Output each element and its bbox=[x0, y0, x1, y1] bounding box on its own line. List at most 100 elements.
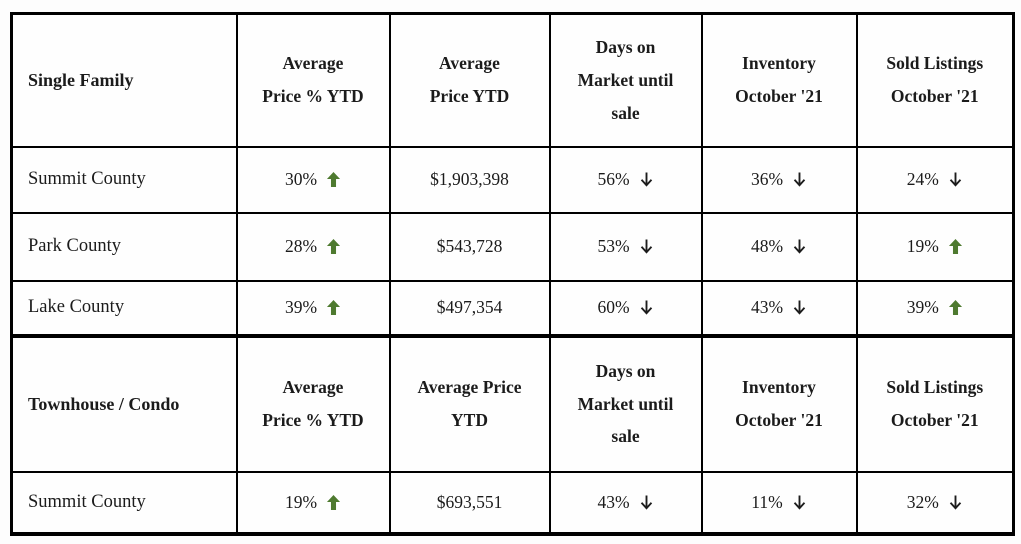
row-label: Summit County bbox=[10, 145, 238, 214]
cell-value: $1,903,398 bbox=[430, 169, 509, 189]
cell-avg-price: $693,551 bbox=[388, 470, 551, 535]
trend-indicator bbox=[326, 169, 341, 190]
cell-days-on-market: 43% bbox=[548, 470, 703, 535]
section-header-row-townhouse-condo: Townhouse / Condo Average Price % YTD Av… bbox=[10, 333, 1015, 473]
header-line: Price YTD bbox=[429, 86, 510, 107]
column-header-days-on-market: Days on Market until sale bbox=[548, 333, 703, 473]
cell-value: 24% bbox=[906, 169, 939, 189]
header-line: October '21 bbox=[735, 86, 823, 107]
trend-indicator bbox=[639, 492, 654, 513]
header-line: Average bbox=[282, 53, 344, 74]
trend-down-icon bbox=[793, 300, 806, 315]
cell-value: $497,354 bbox=[436, 297, 503, 317]
cell-inventory: 48% bbox=[700, 211, 858, 282]
trend-indicator bbox=[792, 492, 807, 513]
cell-sold-listings: 24% bbox=[855, 145, 1015, 214]
cell-inventory: 36% bbox=[700, 145, 858, 214]
cell-value: 39% bbox=[906, 297, 939, 317]
cell-avg-price-pct: 19% bbox=[235, 470, 391, 535]
table-row-sf-summit-county: Summit County 30% $1,903,398 56% 36% bbox=[10, 145, 1015, 214]
trend-indicator bbox=[326, 492, 341, 513]
trend-indicator bbox=[639, 236, 654, 257]
market-stats-table: Single Family Average Price % YTD Averag… bbox=[10, 12, 1015, 536]
section-title-single-family: Single Family bbox=[10, 12, 238, 148]
section-header-row-single-family: Single Family Average Price % YTD Averag… bbox=[10, 12, 1015, 148]
trend-down-icon bbox=[640, 239, 652, 254]
cell-value: $543,728 bbox=[436, 236, 503, 256]
trend-indicator bbox=[639, 297, 654, 318]
trend-down-icon bbox=[949, 494, 961, 510]
cell-value: 43% bbox=[597, 491, 630, 512]
trend-down-icon bbox=[640, 300, 652, 315]
table-row-sf-lake-county: Lake County 39% $497,354 60% 43% bbox=[10, 279, 1015, 337]
trend-indicator bbox=[326, 236, 341, 257]
cell-days-on-market: 53% bbox=[548, 211, 703, 282]
cell-inventory: 43% bbox=[700, 279, 858, 337]
trend-up-icon bbox=[326, 172, 341, 187]
cell-value: 19% bbox=[284, 491, 318, 512]
header-line: Price % YTD bbox=[262, 86, 364, 107]
header-line: Market until bbox=[577, 69, 674, 90]
header-line: Days on bbox=[595, 36, 656, 57]
trend-down-icon bbox=[793, 239, 806, 254]
cell-sold-listings: 39% bbox=[855, 279, 1015, 337]
header-line: Sold Listings bbox=[886, 53, 984, 74]
table-row-tc-summit-county: Summit County 19% $693,551 43% 11% bbox=[10, 470, 1015, 535]
cell-value: 36% bbox=[750, 169, 784, 189]
cell-avg-price-pct: 39% bbox=[235, 279, 391, 337]
row-label: Summit County bbox=[10, 470, 238, 535]
header-line: sale bbox=[611, 426, 640, 447]
trend-down-icon bbox=[793, 172, 806, 187]
column-header-avg-price: Average Price YTD bbox=[388, 12, 551, 148]
row-label: Park County bbox=[10, 211, 238, 282]
cell-avg-price: $497,354 bbox=[388, 279, 551, 337]
trend-indicator bbox=[792, 236, 807, 257]
cell-value: 19% bbox=[906, 236, 939, 256]
cell-avg-price: $543,728 bbox=[388, 211, 551, 282]
cell-value: 11% bbox=[751, 491, 783, 512]
trend-indicator bbox=[948, 492, 963, 513]
cell-days-on-market: 56% bbox=[548, 145, 703, 214]
row-label: Lake County bbox=[10, 279, 238, 337]
trend-down-icon bbox=[793, 494, 805, 510]
column-header-inventory: Inventory October '21 bbox=[700, 12, 858, 148]
trend-up-icon bbox=[326, 239, 341, 254]
cell-value: 43% bbox=[750, 297, 784, 317]
trend-indicator bbox=[948, 236, 963, 257]
header-line: October '21 bbox=[735, 410, 823, 430]
trend-indicator bbox=[948, 297, 963, 318]
cell-value: 48% bbox=[750, 236, 784, 256]
trend-indicator bbox=[792, 169, 807, 190]
column-header-sold-listings: Sold Listings October '21 bbox=[855, 333, 1015, 473]
trend-up-icon bbox=[326, 300, 341, 315]
table-row-sf-park-county: Park County 28% $543,728 53% 48% bbox=[10, 211, 1015, 282]
trend-down-icon bbox=[949, 172, 961, 187]
cell-avg-price: $1,903,398 bbox=[388, 145, 551, 214]
header-line: Average Price bbox=[417, 377, 522, 398]
header-line: Price % YTD bbox=[262, 410, 364, 430]
trend-indicator bbox=[948, 169, 963, 190]
header-line: Market until bbox=[577, 393, 674, 414]
cell-inventory: 11% bbox=[700, 470, 858, 535]
cell-days-on-market: 60% bbox=[548, 279, 703, 337]
header-line: Average bbox=[282, 377, 344, 398]
header-line: October '21 bbox=[890, 86, 979, 107]
column-header-inventory: Inventory October '21 bbox=[700, 333, 858, 473]
header-line: Sold Listings bbox=[886, 377, 984, 398]
cell-avg-price-pct: 28% bbox=[235, 211, 391, 282]
section-title-townhouse-condo: Townhouse / Condo bbox=[10, 333, 238, 473]
header-line: Inventory bbox=[742, 377, 816, 398]
trend-down-icon bbox=[640, 172, 652, 187]
cell-value: 28% bbox=[284, 236, 318, 256]
column-header-sold-listings: Sold Listings October '21 bbox=[855, 12, 1015, 148]
header-line: YTD bbox=[451, 410, 488, 430]
header-line: Days on bbox=[595, 360, 656, 381]
cell-value: 32% bbox=[906, 491, 939, 512]
header-line: October '21 bbox=[890, 410, 979, 430]
cell-sold-listings: 32% bbox=[855, 470, 1015, 535]
trend-indicator bbox=[792, 297, 807, 318]
cell-value: 39% bbox=[284, 297, 318, 317]
cell-value: 53% bbox=[597, 236, 630, 256]
column-header-avg-price-pct: Average Price % YTD bbox=[235, 12, 391, 148]
column-header-days-on-market: Days on Market until sale bbox=[548, 12, 703, 148]
